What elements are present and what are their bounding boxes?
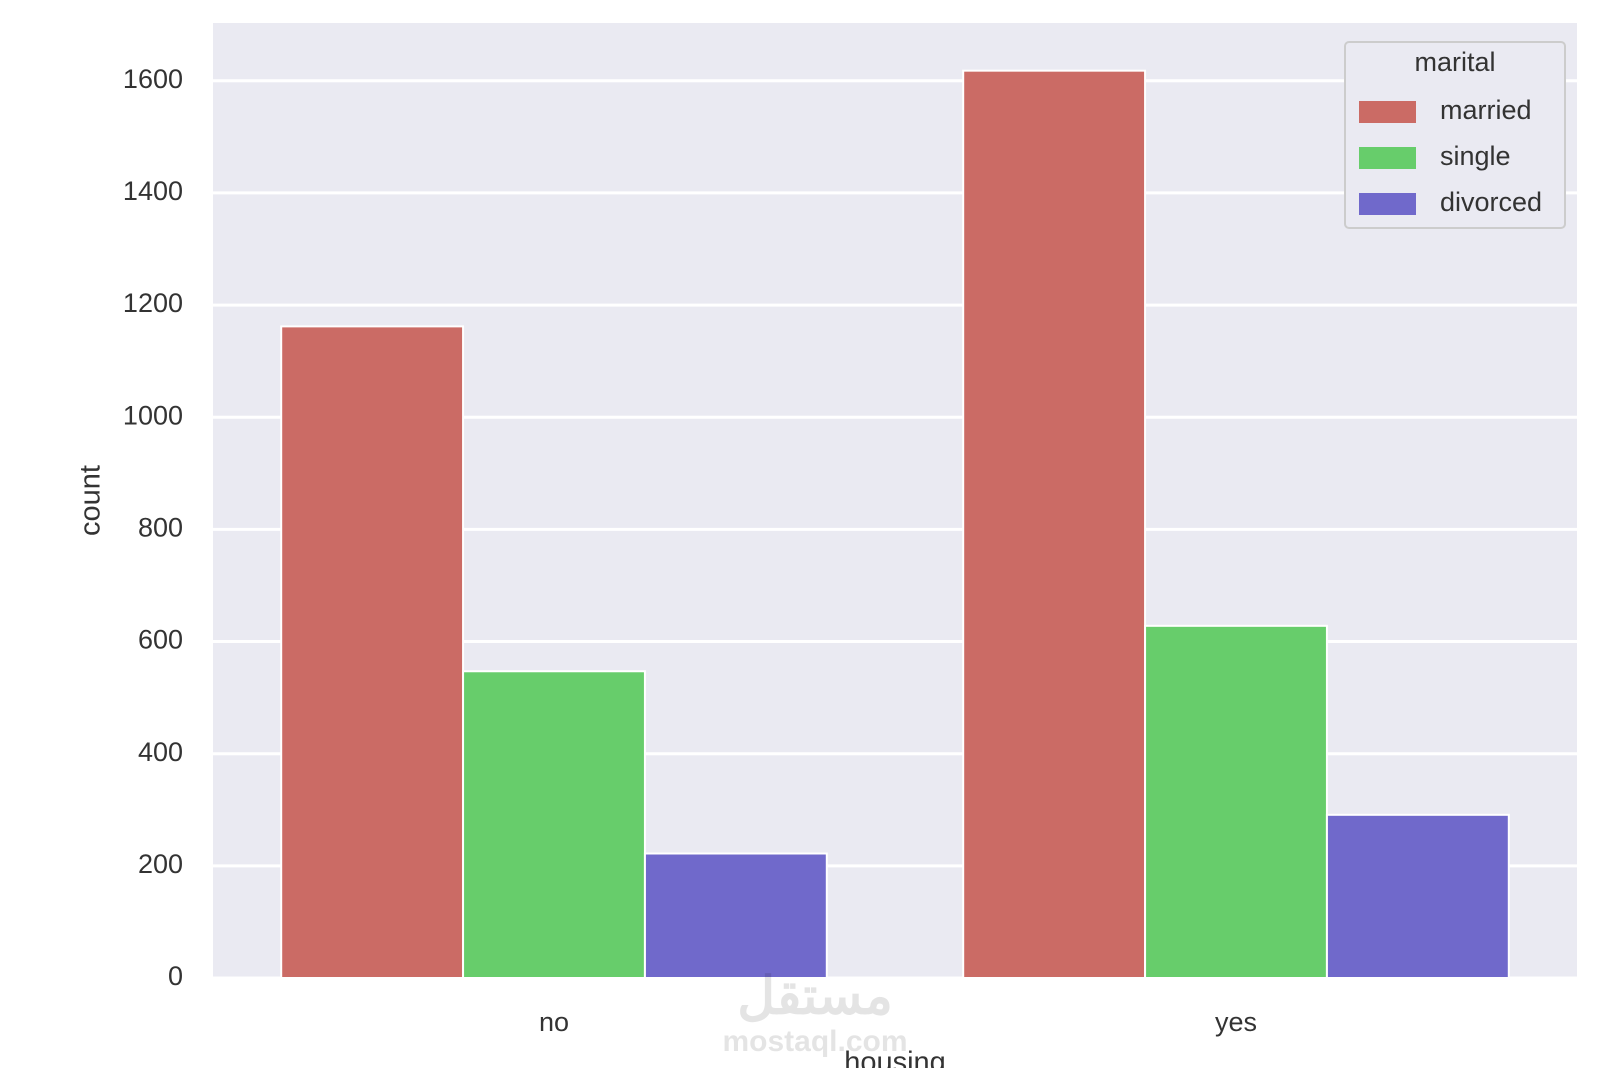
bar [1144,624,1328,980]
x-axis-label: housing [844,1047,946,1068]
legend-label: married [1440,95,1532,125]
legend-swatch [1359,147,1416,169]
y-tick-label: 0 [168,961,183,991]
bar [462,670,646,980]
y-tick-label: 800 [138,513,183,543]
y-tick-label: 400 [138,737,183,767]
y-tick-label: 1200 [123,288,183,318]
bar [1325,813,1510,980]
watermark: mostaql.com [722,1025,907,1058]
y-tick-label: 1600 [123,64,183,94]
bar [280,325,465,979]
watermark: مستقل [737,968,893,1026]
y-tick-label: 1000 [123,400,183,430]
bar [643,852,828,980]
legend-title: marital [1414,47,1495,77]
y-tick-label: 600 [138,625,183,655]
x-tick-label: yes [1215,1007,1257,1037]
bar [962,69,1147,979]
legend-label: single [1440,141,1511,171]
y-tick-label: 1400 [123,176,183,206]
legend-label: divorced [1440,187,1542,217]
y-axis-label: count [75,465,107,536]
legend-swatch [1359,101,1416,123]
legend-swatch [1359,193,1416,215]
x-tick-label: no [539,1007,569,1037]
legend-box [1344,41,1566,229]
y-tick-label: 200 [138,849,183,879]
